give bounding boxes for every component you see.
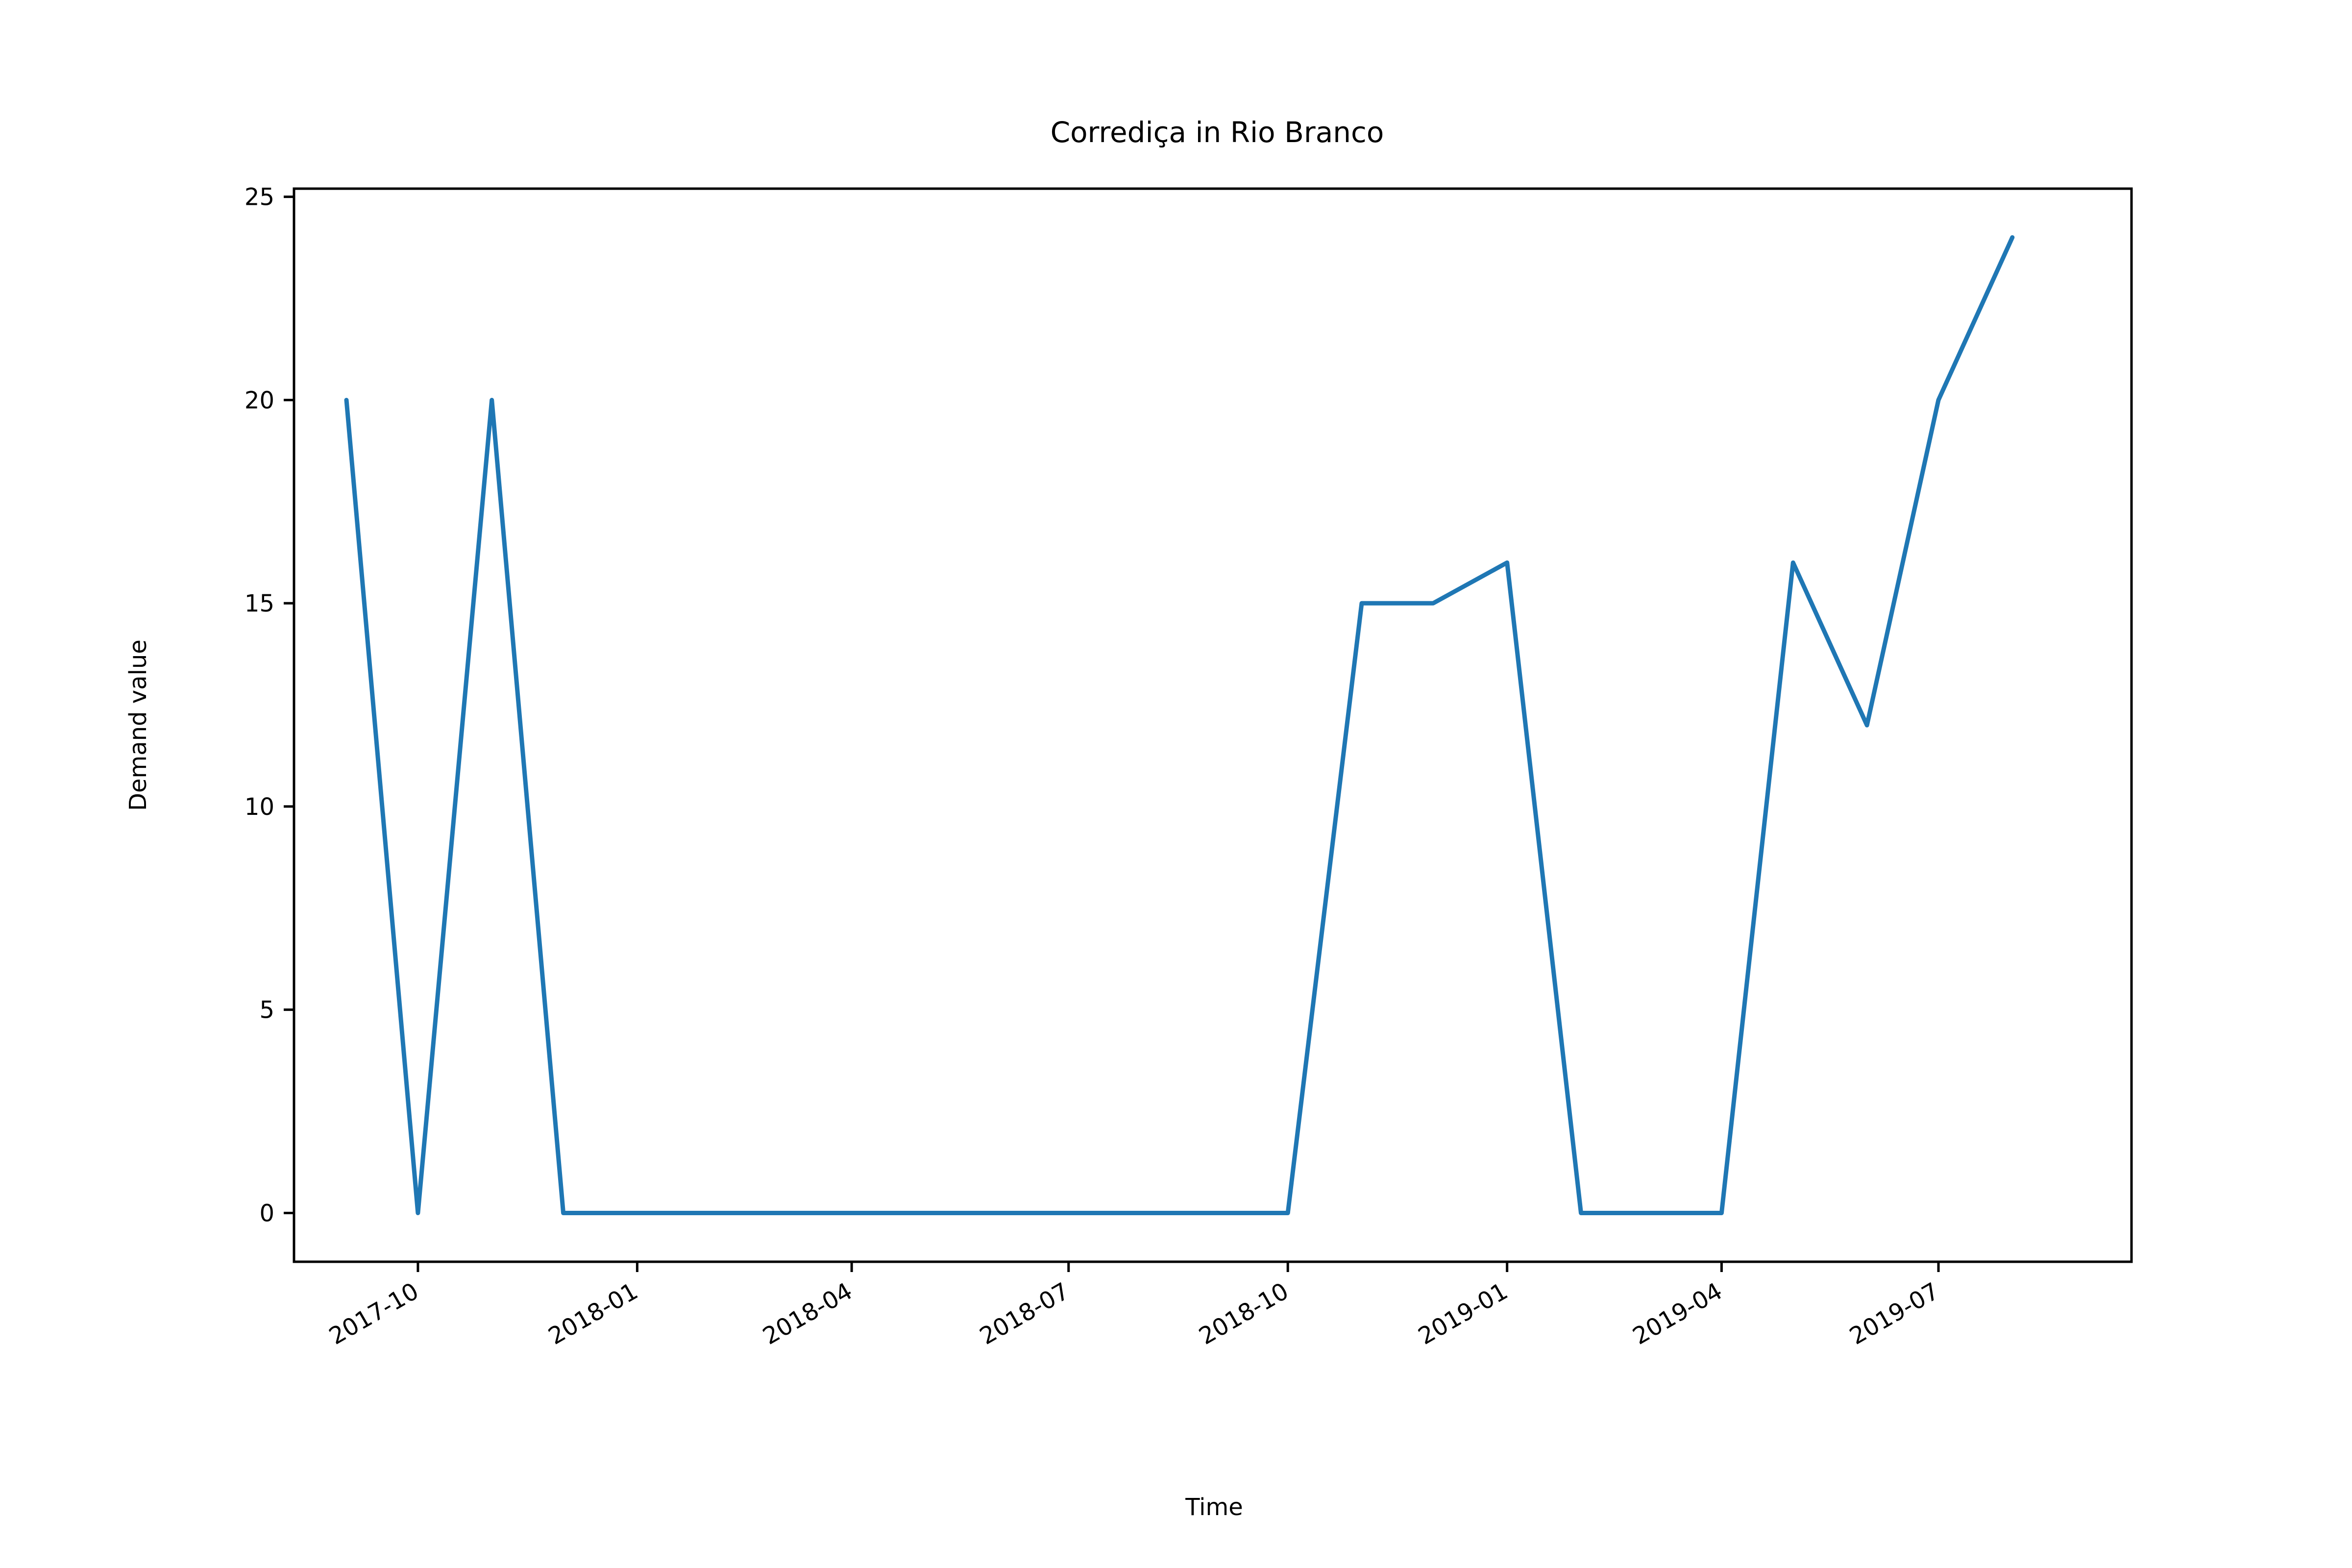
x-tick-label: 2018-04 (758, 1277, 857, 1350)
x-tick-label: 2017-10 (324, 1277, 423, 1350)
plot-area (293, 187, 2133, 1263)
x-axis-label: Time (1185, 1494, 1243, 1521)
x-tick-label: 2019-04 (1628, 1277, 1727, 1350)
series-line (344, 235, 2015, 1215)
y-tick-label: 15 (245, 590, 274, 617)
x-tick-label: 2019-01 (1414, 1277, 1513, 1350)
chart-title: Corrediça in Rio Branco (1051, 116, 1384, 149)
y-tick-label: 25 (245, 184, 274, 211)
x-tick-label: 2018-01 (544, 1277, 643, 1350)
x-axis: 2017-10 2018-01 2018-04 2018-07 2018-10 2019-… (324, 1262, 1944, 1350)
y-tick-label: 20 (245, 387, 274, 414)
x-tick-label: 2018-07 (975, 1277, 1074, 1350)
y-axis-label: Demand value (124, 639, 152, 811)
x-tick-label: 2019-07 (1845, 1277, 1944, 1350)
x-tick-label: 2018-10 (1195, 1277, 1294, 1350)
y-tick-label: 5 (259, 997, 274, 1024)
y-axis: 0 5 10 15 20 25 (245, 184, 294, 1227)
y-tick-label: 10 (245, 793, 274, 821)
plot-frame (293, 187, 2133, 1263)
y-tick-label: 0 (259, 1200, 274, 1227)
